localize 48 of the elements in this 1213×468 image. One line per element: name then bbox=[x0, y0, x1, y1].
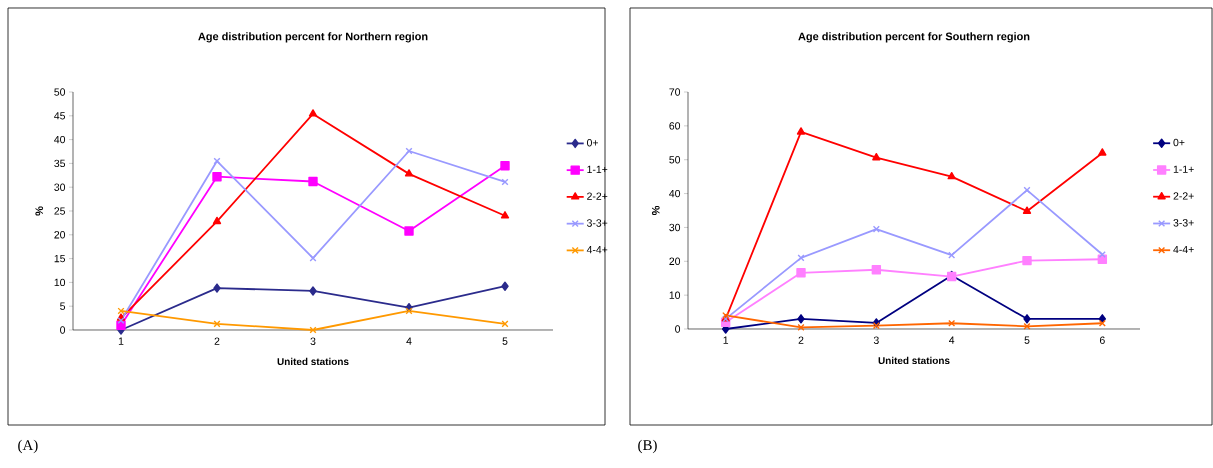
y-tick-label: 15 bbox=[54, 254, 66, 263]
chart-title: Age distribution percent for Southern region bbox=[798, 32, 1030, 43]
x-tick-label: 6 bbox=[1099, 336, 1105, 344]
y-tick-label: 5 bbox=[60, 302, 66, 310]
text: (A) bbox=[18, 439, 38, 454]
legend-label: 1-1+ bbox=[587, 165, 608, 173]
x-tick-label: 1 bbox=[723, 336, 729, 344]
legend-label: 2-2+ bbox=[587, 192, 608, 200]
y-tick-label: 45 bbox=[54, 112, 66, 120]
x-axis-title: United stations bbox=[878, 356, 950, 365]
chart-title: Age distribution percent for Northern region bbox=[198, 32, 428, 43]
y-tick-label: 50 bbox=[669, 156, 681, 164]
x-tick-label: 2 bbox=[798, 336, 804, 344]
x-tick-label: 5 bbox=[502, 337, 508, 345]
legend-label: 1-1+ bbox=[1173, 165, 1194, 173]
y-tick-label: 40 bbox=[669, 189, 681, 198]
x-tick-label: 1 bbox=[118, 337, 124, 345]
y-tick-label: 25 bbox=[54, 207, 66, 215]
legend-label: 3-3+ bbox=[1173, 219, 1194, 227]
y-axis-title: % bbox=[35, 206, 44, 216]
y-tick-label: 30 bbox=[669, 223, 681, 232]
y-axis-title: % bbox=[651, 205, 660, 216]
y-tick-label: 20 bbox=[54, 231, 66, 239]
legend-label: 4-4+ bbox=[1173, 245, 1194, 254]
x-tick-label: 3 bbox=[873, 336, 879, 344]
legend-label: 3-3+ bbox=[586, 219, 608, 227]
x-tick-label: 4 bbox=[406, 337, 412, 345]
x-tick-label: 5 bbox=[1024, 336, 1030, 344]
y-tick-label: 0 bbox=[675, 325, 681, 333]
y-tick-label: 20 bbox=[669, 257, 681, 265]
x-tick-label: 2 bbox=[214, 337, 220, 345]
y-tick-label: 10 bbox=[669, 291, 681, 299]
legend-label: 0+ bbox=[586, 139, 598, 147]
y-tick-label: 50 bbox=[54, 88, 66, 96]
text: (B) bbox=[638, 439, 657, 454]
y-tick-label: 60 bbox=[669, 122, 681, 130]
x-tick-label: 3 bbox=[310, 337, 316, 345]
x-tick-label: 4 bbox=[949, 336, 955, 344]
y-tick-label: 40 bbox=[54, 135, 66, 144]
y-tick-label: 0 bbox=[60, 326, 66, 334]
y-tick-label: 10 bbox=[54, 278, 66, 287]
x-axis-title: United stations bbox=[277, 357, 349, 366]
legend-label: 2-2+ bbox=[1173, 192, 1194, 200]
y-tick-label: 30 bbox=[54, 183, 66, 191]
y-tick-label: 35 bbox=[54, 159, 66, 168]
legend-label: 0+ bbox=[1173, 138, 1185, 147]
legend-label: 4-4+ bbox=[586, 246, 608, 254]
y-tick-label: 70 bbox=[669, 88, 681, 96]
